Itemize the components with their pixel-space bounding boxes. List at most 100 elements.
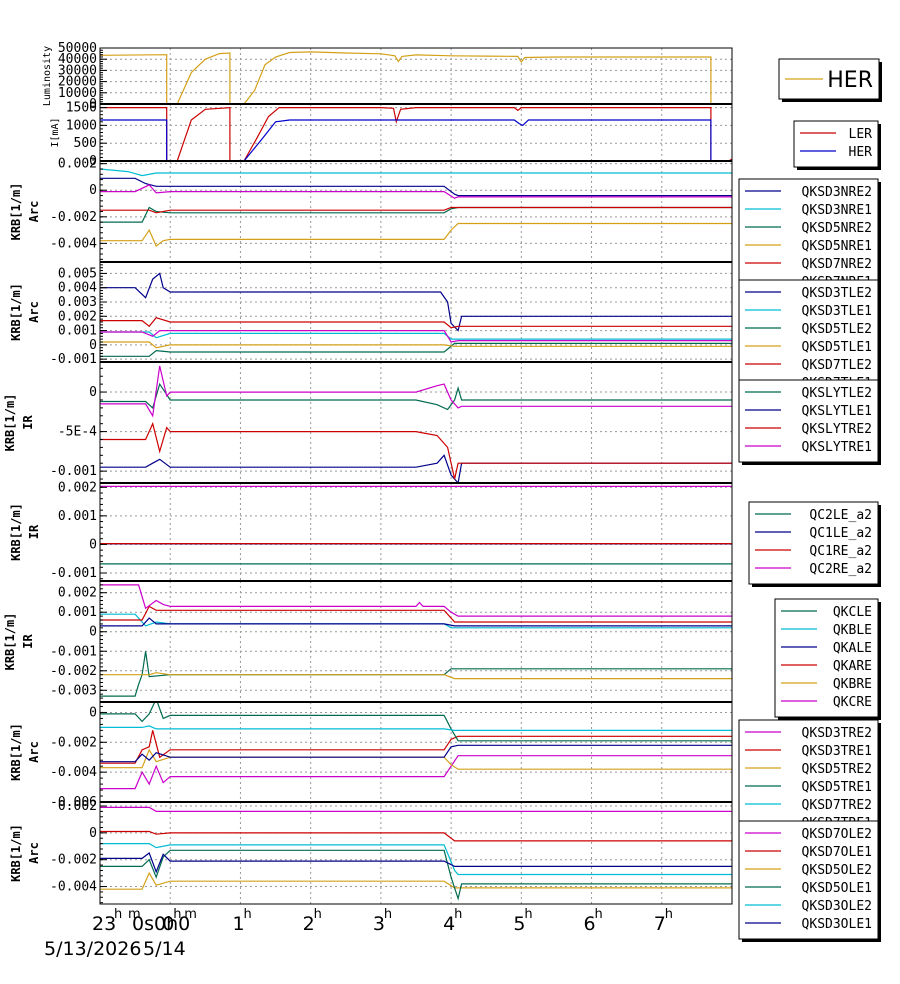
legend-label: QKSD3TLE1 xyxy=(802,304,872,319)
legend-label: QKARE xyxy=(833,659,872,674)
legend-label: QKSD5NRE2 xyxy=(802,221,872,236)
legend-label: QKSD7NRE2 xyxy=(802,257,872,272)
series-line-QKSLYTLE1 xyxy=(100,454,732,483)
panel-current: 1500 1000 500 0 I[mA] LER HER xyxy=(50,101,881,170)
plot-frame xyxy=(99,580,733,703)
series-line-QKSD3NRE2 xyxy=(100,177,732,197)
series-line-QKSD7OLE2 xyxy=(100,806,732,813)
legend-label: QC2RE_a2 xyxy=(809,562,872,577)
legend-label: QKSD5OLE1 xyxy=(802,881,872,896)
x-tick-minutes: m xyxy=(184,907,197,922)
y-tick-label: 0.002 xyxy=(58,309,97,324)
series-line-QKSD7TLE2 xyxy=(100,317,732,329)
series-line-QKSD7NRE2 xyxy=(100,206,732,214)
y-tick-label: 0 xyxy=(89,385,97,400)
legend-label: QKSD3OLE2 xyxy=(802,899,872,914)
x-tick-minutes: m xyxy=(128,907,141,922)
legend-label: QKALE xyxy=(833,641,872,656)
series-line-QKSD7TRE1 xyxy=(100,744,732,763)
legend: LER HER xyxy=(793,120,881,170)
legend-label: QKBLE xyxy=(833,623,872,638)
x-tick-unit: h xyxy=(454,907,462,922)
y-tick-label: 0.002 xyxy=(58,586,97,601)
plot-frame xyxy=(99,261,733,363)
y-axis-label: I[mA] xyxy=(50,117,61,147)
y-axis-sublabel: Arc xyxy=(27,201,41,223)
series-line-QKSD7OLE1 xyxy=(100,830,732,842)
panel-ir2: 0.002 0.001 0 -0.001 KRB[1/m] IR QC2LE_a2 QC1LE… xyxy=(9,480,881,587)
series-line-QKSD3TRE1 xyxy=(100,730,732,764)
series-line-QKSD5TLE1 xyxy=(100,341,732,349)
y-tick-label: 0 xyxy=(89,97,97,112)
y-tick-label: -0.004 xyxy=(50,880,97,895)
legend: QC2LE_a2 QC1LE_a2 QC1RE_a2 QC2RE_a2 xyxy=(748,501,881,587)
y-tick-label: -5E-4 xyxy=(58,425,97,440)
legend-label: QKSD5TLE2 xyxy=(802,322,872,337)
plot-frame xyxy=(99,482,733,582)
x-tick-unit: h xyxy=(524,907,532,922)
series-line-QKSLYTLE2 xyxy=(100,382,732,411)
series-line-QKSLYTRE1 xyxy=(100,365,732,418)
x-tick-unit: h xyxy=(595,907,603,922)
y-axis-sublabel: IR xyxy=(21,634,35,649)
y-tick-label: -0.006 xyxy=(50,795,97,810)
plot-frame xyxy=(99,103,733,162)
y-tick-label: 500 xyxy=(74,136,97,151)
y-axis-label: KRB[1/m] xyxy=(9,503,23,561)
legend: QKSLYTLE2 QKSLYTLE1 QKSLYTRE2 QKSLYTRE1 xyxy=(738,379,881,465)
legend-label: QKSD5OLE2 xyxy=(802,863,872,878)
y-tick-label: -0.004 xyxy=(50,236,97,251)
date-label-start: 5/13/2026 xyxy=(44,938,141,960)
legend-label: QKSD7OLE1 xyxy=(802,845,872,860)
legend-box xyxy=(774,598,879,718)
y-tick-label: 1500 xyxy=(66,101,97,116)
legend-label: QC2LE_a2 xyxy=(809,508,872,523)
series-line-QKSD5TRE1 xyxy=(100,702,732,742)
y-tick-label: 50000 xyxy=(58,41,97,56)
y-tick-label: 0.002 xyxy=(58,799,97,814)
y-tick-label: -0.003 xyxy=(50,683,97,698)
y-tick-label: 0 xyxy=(89,705,97,720)
x-tick-unit: h xyxy=(243,907,251,922)
y-tick-label: 0 xyxy=(89,826,97,841)
legend-label: QKSD3TLE2 xyxy=(802,286,872,301)
legend-label: QKBRE xyxy=(833,677,872,692)
y-tick-label: 0.002 xyxy=(58,157,97,172)
y-axis-sublabel: Arc xyxy=(27,842,41,864)
y-tick-label: -0.002 xyxy=(50,735,97,750)
series-line-QKALE xyxy=(100,617,732,627)
x-tick-label: 4 xyxy=(443,913,455,935)
series-line-QKSD3TRE2 xyxy=(100,755,732,790)
x-tick-label: 6 xyxy=(584,913,596,935)
x-tick-unit: h xyxy=(173,907,181,922)
y-axis-label: KRB[1/m] xyxy=(9,824,23,882)
legend-label: QC1RE_a2 xyxy=(809,544,872,559)
legend-label: QKSD7TRE2 xyxy=(802,798,872,813)
y-tick-label: 0 xyxy=(89,154,97,169)
panel-arc2: 0.0050.0040.0030.0020.0010-0.001KRB[1/m]… xyxy=(9,261,881,407)
y-tick-label: -0.002 xyxy=(50,210,97,225)
x-tick-overlap-label: 0s0h0 xyxy=(132,913,190,935)
y-tick-label: 0.005 xyxy=(58,266,97,281)
legend-label: QKSD3TRE1 xyxy=(802,744,872,759)
legend-box xyxy=(738,820,879,940)
legend-label: QKSD5TRE2 xyxy=(802,762,872,777)
x-tick-unit: h xyxy=(665,907,673,922)
panel-ir1: 0 -5E-4 -0.001 KRB[1/m] IR QKSLYTLE2 QKSLYTLE1… xyxy=(3,361,881,484)
y-tick-label: -0.001 xyxy=(50,644,97,659)
y-tick-label: 30000 xyxy=(58,63,97,78)
legend-label: QKSD3NRE2 xyxy=(802,185,872,200)
plot-frame xyxy=(99,701,733,803)
legend-label: HER xyxy=(849,145,873,160)
legend-label: QKSD5TLE1 xyxy=(802,340,872,355)
legend-label: QKCLE xyxy=(833,605,872,620)
plot-frame xyxy=(99,361,733,484)
x-tick-label: 3 xyxy=(373,913,385,935)
series-line-QKSD5TLE2 xyxy=(100,342,732,357)
y-tick-label: 0.001 xyxy=(58,509,97,524)
series-line-LER xyxy=(100,106,732,161)
x-tick-label: 23 xyxy=(92,913,116,935)
